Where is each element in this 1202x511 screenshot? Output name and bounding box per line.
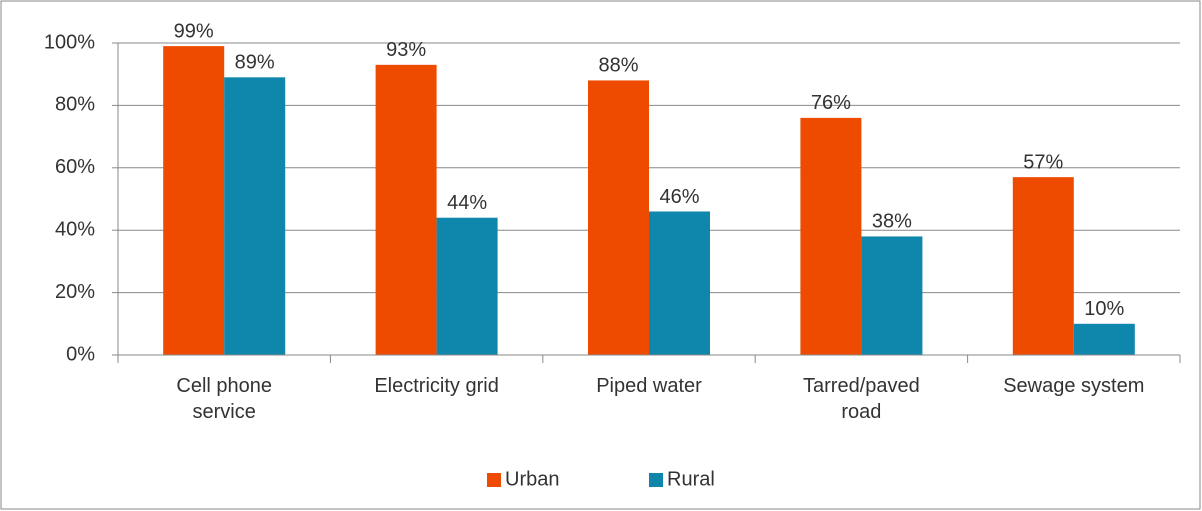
y-tick-label: 0% [66, 343, 95, 365]
bar [1012, 177, 1074, 355]
legend-label: Urban [505, 468, 559, 490]
data-label: 44% [447, 192, 487, 214]
data-label: 46% [659, 186, 699, 208]
y-tick-label: 40% [55, 218, 95, 240]
bar [375, 64, 437, 355]
bar [436, 217, 498, 355]
x-tick-label: Sewage system [1003, 375, 1145, 397]
data-label: 93% [386, 39, 426, 61]
x-tick-label: Electricity grid [374, 375, 499, 397]
bar [649, 211, 710, 355]
legend-swatch [649, 473, 663, 487]
bar [861, 236, 923, 355]
data-label: 76% [811, 92, 851, 114]
x-tick-label: Tarred/paved road [803, 375, 920, 423]
bar [800, 117, 862, 355]
bar [163, 46, 225, 356]
bar [1073, 323, 1135, 355]
data-label: 10% [1084, 298, 1124, 320]
y-tick-label: 100% [44, 31, 95, 53]
bar [224, 77, 286, 355]
x-tick-label: Piped water [596, 375, 702, 397]
bar [588, 80, 649, 355]
data-label: 38% [872, 211, 912, 233]
data-label: 89% [235, 52, 275, 74]
y-tick-label: 80% [55, 94, 95, 116]
y-tick-label: 20% [55, 281, 95, 303]
data-label: 99% [174, 20, 214, 42]
legend-label: Rural [667, 468, 715, 490]
data-label: 57% [1023, 151, 1063, 173]
legend-swatch [487, 473, 501, 487]
y-tick-label: 60% [55, 156, 95, 178]
x-tick-label: Cell phone service [176, 375, 272, 423]
data-label: 88% [598, 55, 638, 77]
